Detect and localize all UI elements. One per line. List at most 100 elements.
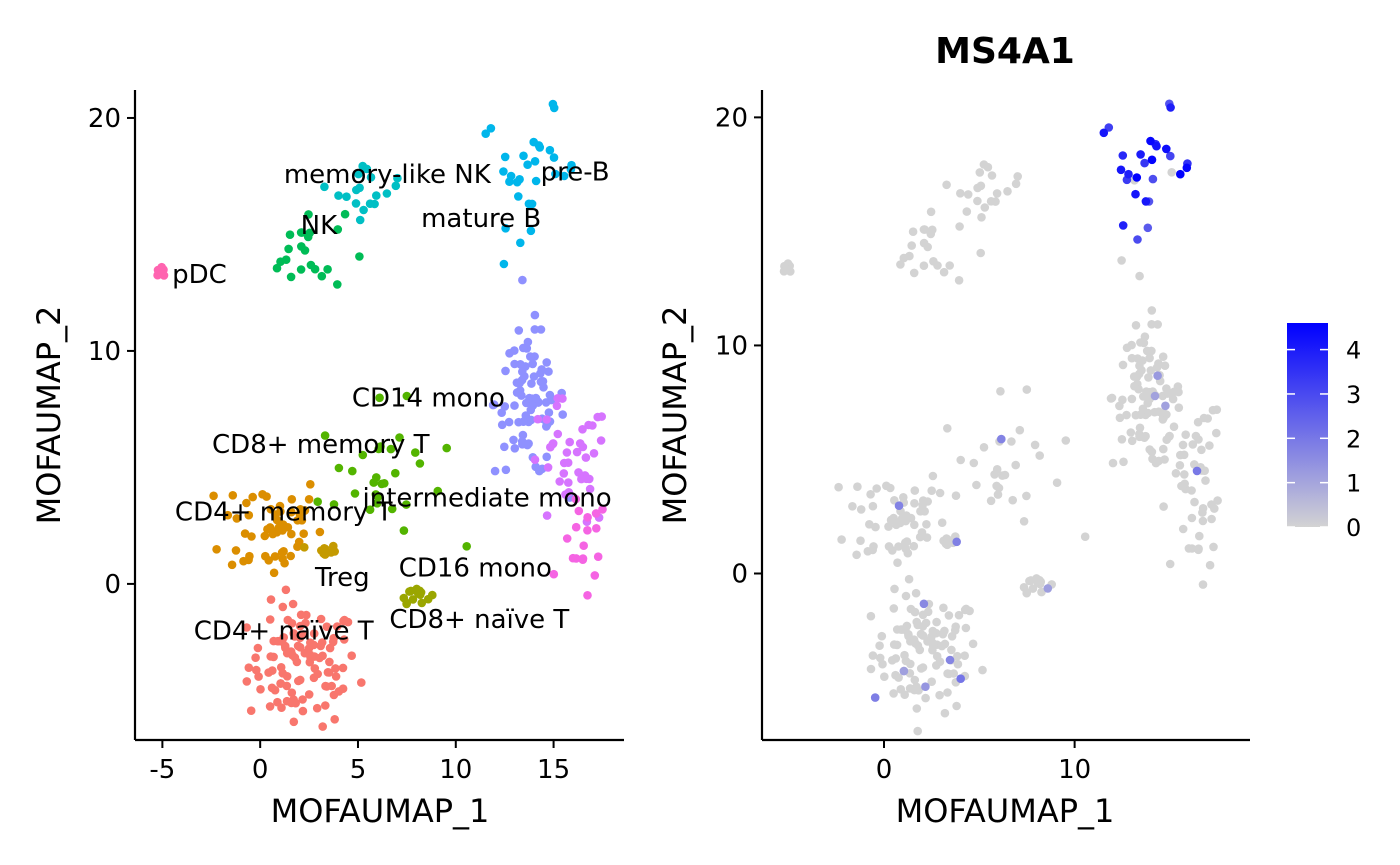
right-x-ticks: 0 10 — [876, 740, 1091, 785]
left-point — [298, 706, 308, 716]
right-point — [1212, 428, 1221, 438]
color-legend-ticks: 0 1 2 3 4 — [1287, 337, 1361, 542]
right-point — [991, 197, 1000, 206]
right-point — [1022, 491, 1031, 501]
left-point — [247, 532, 256, 541]
left-point — [497, 420, 507, 430]
left-point — [256, 685, 265, 694]
left-point — [315, 527, 325, 537]
left-point — [209, 491, 218, 501]
left-point — [442, 443, 452, 453]
left-point — [581, 453, 591, 462]
left-point — [574, 506, 584, 516]
left-point — [395, 433, 404, 442]
right-point — [1153, 320, 1162, 329]
left-point — [317, 638, 327, 647]
left-point — [402, 391, 412, 401]
right-point — [1150, 391, 1160, 401]
right-point — [909, 268, 919, 278]
right-point — [914, 686, 923, 695]
right-point — [866, 490, 875, 499]
left-point — [514, 326, 524, 335]
left-point — [313, 669, 323, 679]
right-point — [1013, 172, 1022, 181]
right-point — [870, 693, 880, 702]
right-point — [1132, 173, 1142, 182]
left-point — [155, 269, 164, 279]
right-point — [994, 483, 1004, 493]
left-point — [264, 556, 274, 565]
left-point — [535, 466, 544, 476]
y-tick-label: 10 — [715, 331, 748, 361]
right-point — [973, 183, 982, 193]
left-point — [530, 157, 540, 166]
right-point — [997, 434, 1006, 444]
left-point — [294, 537, 304, 547]
right-point — [993, 490, 1003, 499]
left-point — [582, 474, 591, 484]
right-point — [992, 465, 1002, 474]
left-point — [306, 260, 316, 270]
left-point — [372, 191, 381, 200]
left-point — [324, 668, 334, 677]
left-point — [527, 199, 537, 209]
right-point — [906, 659, 915, 669]
left-point — [501, 366, 510, 376]
right-point — [868, 501, 878, 511]
y-tick-label: 10 — [88, 337, 121, 367]
right-point — [1148, 174, 1158, 184]
left-point — [530, 455, 540, 465]
right-point — [1144, 373, 1153, 382]
left-point — [380, 479, 389, 488]
left-point — [358, 450, 368, 460]
right-point — [1127, 436, 1137, 446]
left-point — [280, 558, 289, 568]
right-point — [1011, 179, 1021, 189]
right-point — [1187, 513, 1197, 523]
right-point — [902, 511, 911, 520]
right-point — [945, 261, 954, 270]
right-point — [1162, 144, 1171, 154]
right-point — [1118, 221, 1128, 230]
left-point — [542, 511, 552, 520]
left-point — [536, 325, 546, 334]
right-point — [866, 611, 876, 621]
right-point — [1015, 425, 1025, 435]
left-point — [510, 444, 520, 453]
right-point — [1147, 306, 1157, 315]
left-point — [488, 400, 498, 410]
right-point — [919, 599, 929, 609]
right-point — [848, 502, 857, 511]
left-point — [347, 651, 357, 660]
left-point — [296, 228, 306, 237]
right-point — [1166, 103, 1175, 112]
right-point — [899, 493, 908, 502]
right-point — [960, 651, 969, 660]
right-point — [1122, 343, 1132, 353]
left-point — [340, 615, 349, 625]
left-point — [518, 430, 528, 440]
left-point — [393, 173, 402, 183]
left-point — [328, 637, 338, 647]
right-point — [1207, 500, 1216, 509]
left-point — [523, 337, 533, 347]
left-point — [592, 524, 601, 533]
right-point — [1205, 441, 1214, 450]
left-point — [408, 595, 418, 604]
right-point — [954, 276, 964, 285]
right-point — [926, 207, 936, 217]
left-point — [313, 497, 323, 507]
left-point — [298, 695, 307, 704]
right-point — [943, 535, 952, 544]
right-point — [1198, 504, 1208, 513]
right-point — [978, 665, 987, 675]
right-point — [922, 533, 932, 542]
right-point — [899, 666, 909, 676]
right-point — [781, 266, 791, 275]
left-point — [589, 449, 599, 458]
left-point — [583, 526, 592, 535]
left-point — [212, 545, 221, 554]
left-point — [278, 602, 288, 612]
